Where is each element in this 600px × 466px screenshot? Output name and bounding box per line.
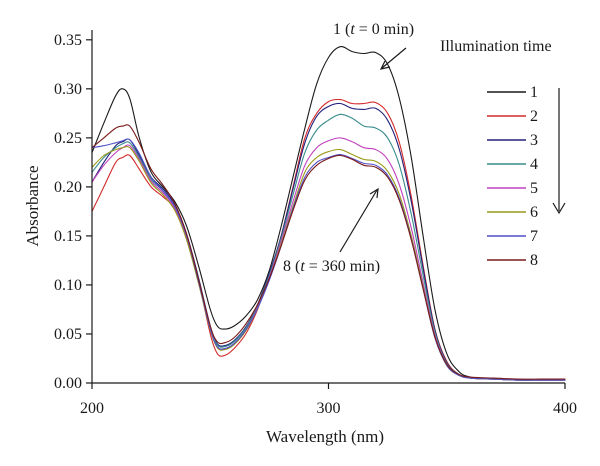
series-line-3 bbox=[91, 102, 566, 381]
ticks: 0.00 0.05 0.10 0.15 0.20 0.25 0.30 0.35 200 300 40… bbox=[54, 32, 577, 417]
y-axis-label: Absorbance bbox=[23, 165, 42, 246]
legend-label-7: 7 bbox=[530, 228, 538, 245]
annotation-bottom-prefix: 8 ( bbox=[283, 258, 300, 275]
annotation-bottom-t: t bbox=[300, 258, 305, 275]
annotation-bottom-suffix: = 360 min) bbox=[305, 258, 380, 275]
legend-arrow-head bbox=[552, 202, 566, 215]
series-line-1 bbox=[91, 46, 566, 381]
x-tick-label-1: 300 bbox=[317, 400, 341, 417]
annotation-top-prefix: 1 ( bbox=[333, 21, 350, 38]
x-tick-label-0: 200 bbox=[80, 400, 104, 417]
y-tick-label-6: 0.30 bbox=[54, 81, 82, 98]
x-axis-label: Wavelength (nm) bbox=[266, 427, 384, 446]
legend-label-2: 2 bbox=[530, 108, 538, 125]
legend-label-8: 8 bbox=[530, 252, 538, 269]
legend-title: Illumination time bbox=[440, 38, 552, 55]
y-tick-label-1: 0.05 bbox=[54, 326, 82, 343]
annotation-bottom-arrow-head bbox=[369, 187, 379, 199]
plot-area bbox=[91, 46, 566, 381]
annotations: 1 (t = 0 min) 8 (t = 360 min) bbox=[283, 21, 414, 275]
series-line-2 bbox=[91, 98, 566, 381]
legend-label-4: 4 bbox=[530, 156, 538, 173]
series-line-4 bbox=[91, 113, 566, 381]
annotation-top-arrow-head bbox=[379, 60, 391, 70]
axes bbox=[91, 30, 565, 384]
legend-label-6: 6 bbox=[530, 204, 538, 221]
y-tick-label-3: 0.15 bbox=[54, 228, 82, 245]
legend-label-1: 1 bbox=[530, 84, 538, 101]
y-tick-label-4: 0.20 bbox=[54, 179, 82, 196]
annotation-top: 1 (t = 0 min) bbox=[333, 21, 414, 38]
y-tick-label-5: 0.25 bbox=[54, 130, 82, 147]
series-line-8 bbox=[91, 124, 566, 380]
x-tick-label-2: 400 bbox=[553, 400, 577, 417]
annotation-top-t: t bbox=[350, 21, 355, 38]
y-tick-label-2: 0.10 bbox=[54, 277, 82, 294]
y-tick-label-7: 0.35 bbox=[54, 32, 82, 49]
legend-label-5: 5 bbox=[530, 180, 538, 197]
y-tick-label-0: 0.00 bbox=[54, 375, 82, 392]
annotation-top-arrow bbox=[381, 47, 407, 69]
annotation-bottom-arrow bbox=[339, 189, 378, 253]
legend-label-3: 3 bbox=[530, 132, 538, 149]
annotation-top-suffix: = 0 min) bbox=[355, 21, 414, 38]
legend: Illumination time 1 2 3 4 5 6 7 8 bbox=[440, 38, 566, 269]
annotation-bottom: 8 (t = 360 min) bbox=[283, 258, 380, 275]
